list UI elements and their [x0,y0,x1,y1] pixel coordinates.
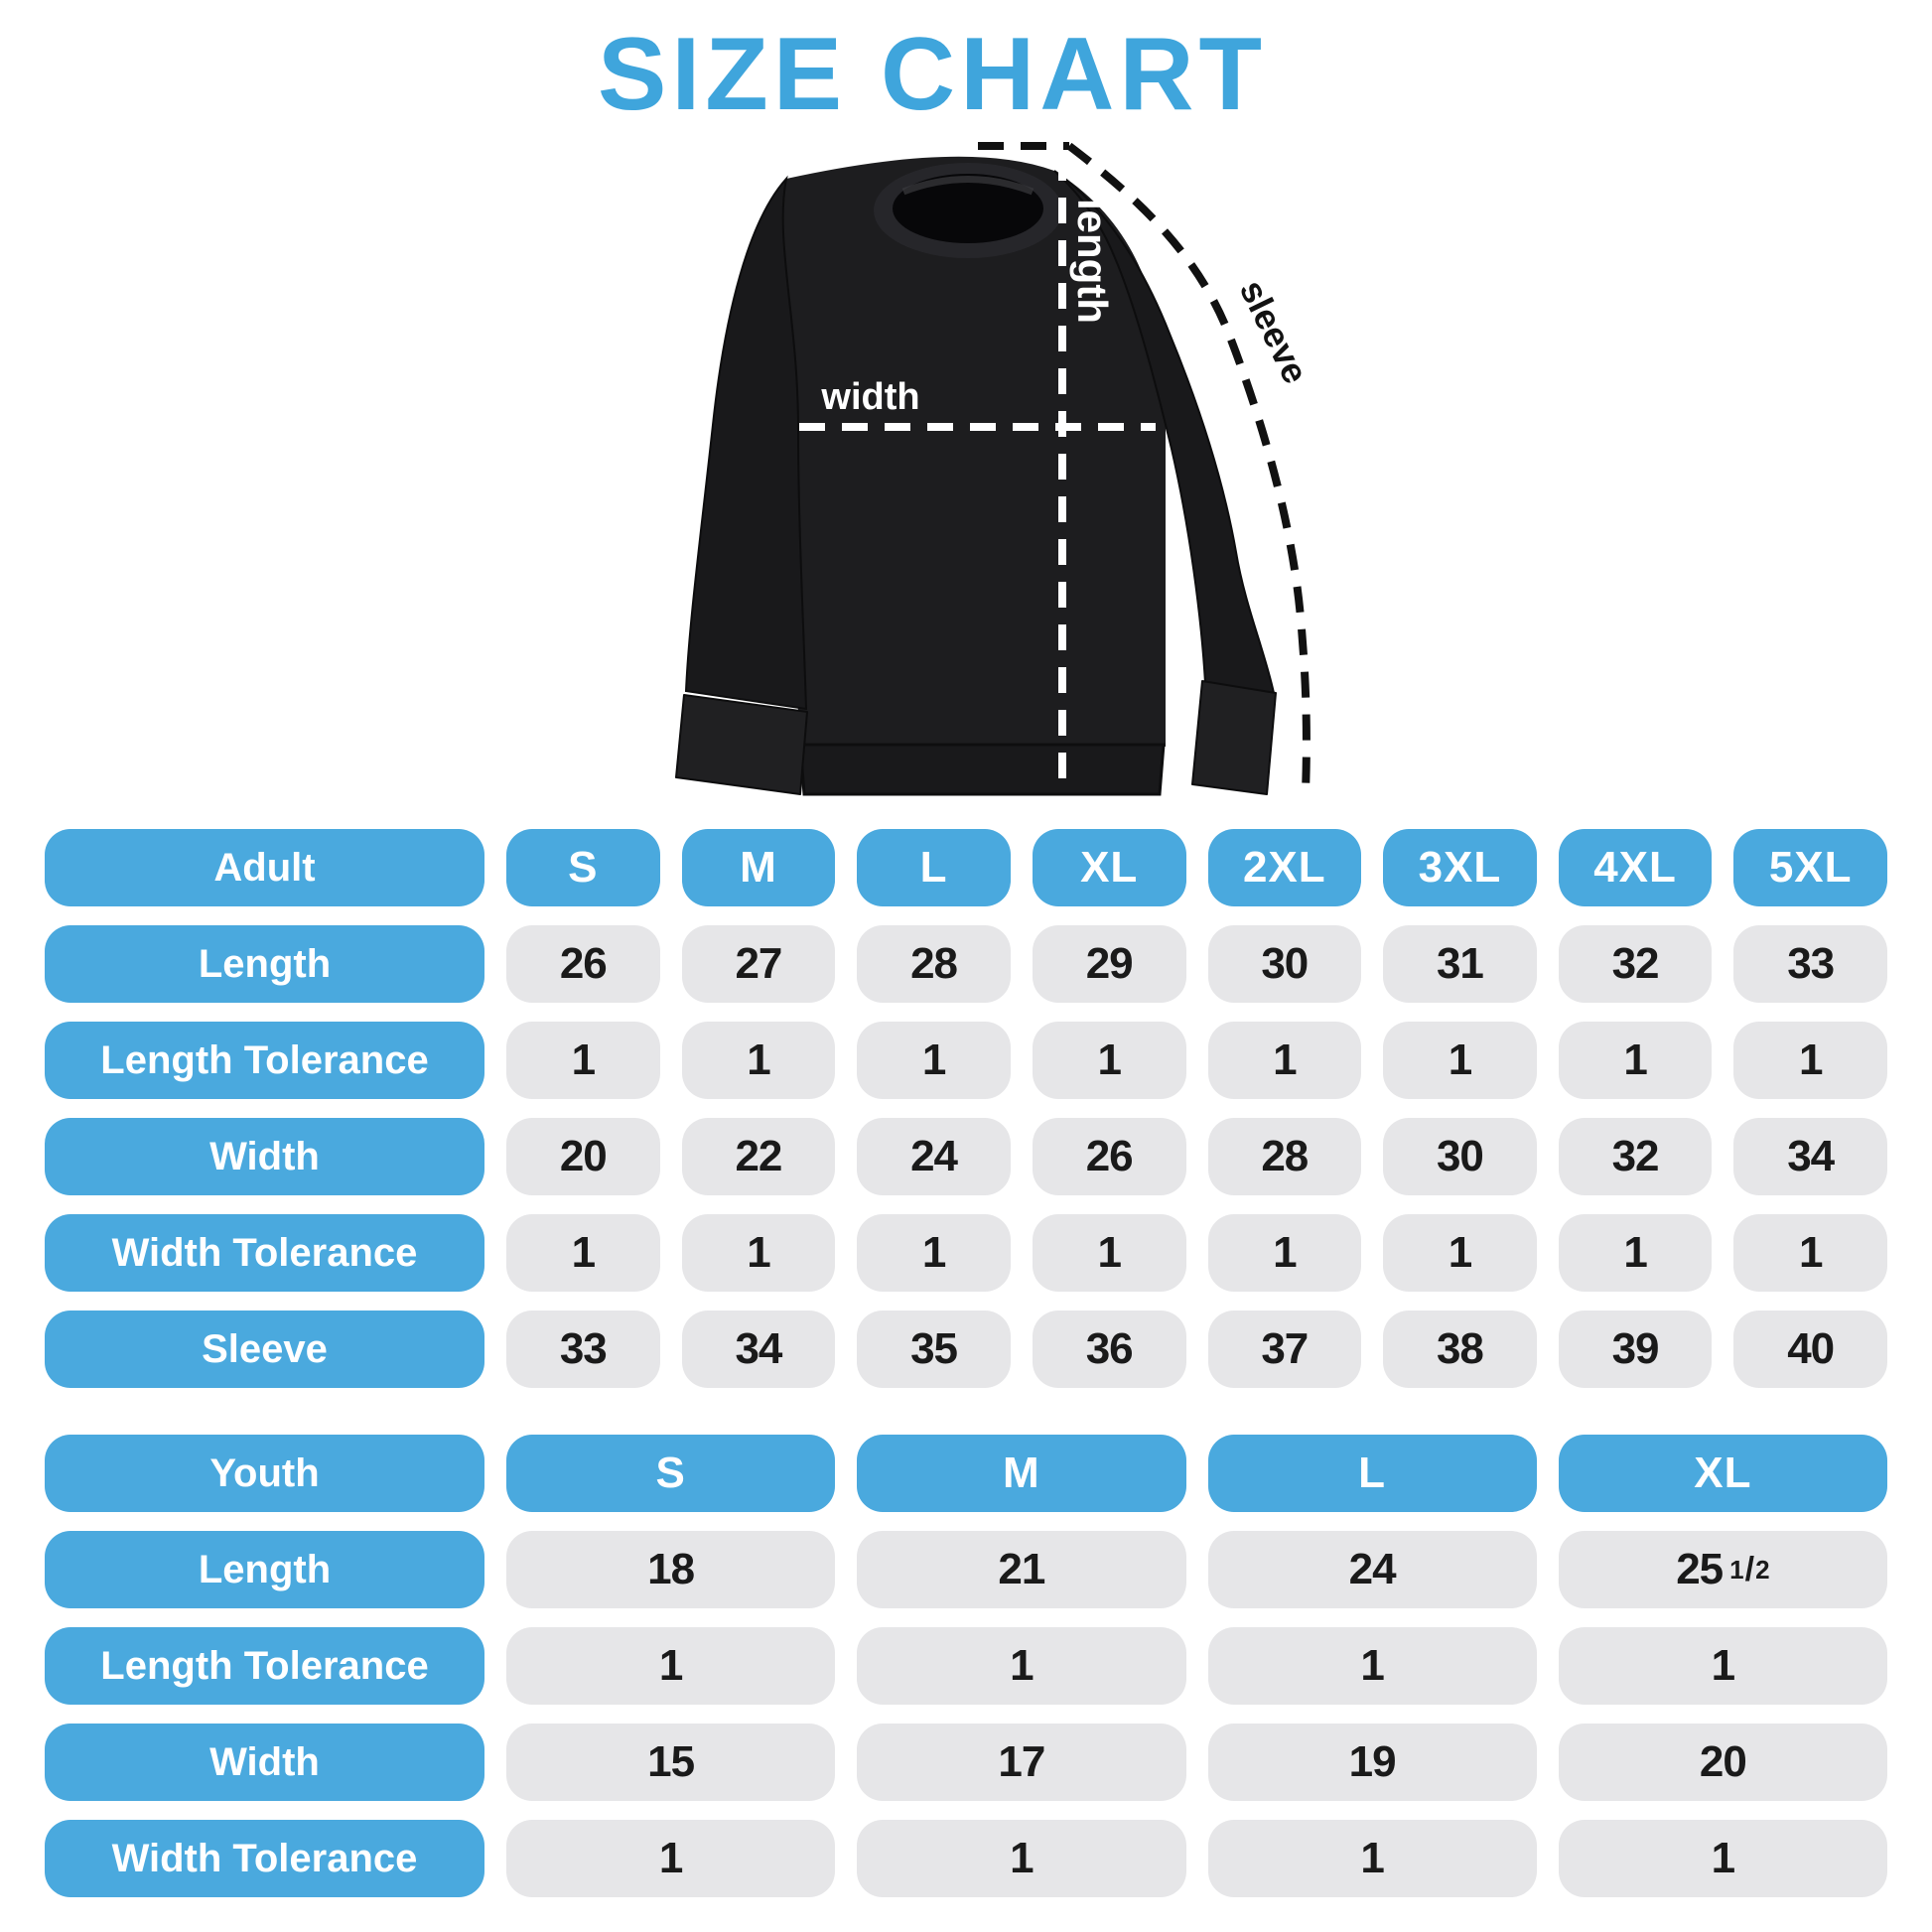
sweatshirt-body [773,156,1166,747]
size-header-pill: L [857,829,1011,906]
size-header-pill: XL [1558,1435,1887,1512]
size-header-pill: 4XL [1558,829,1713,906]
size-header-pill: S [506,1435,836,1512]
value-cell: 18 [506,1531,836,1608]
sleeve-label: sleeve [1232,274,1316,390]
size-header-pill: 5XL [1733,829,1887,906]
value-cell: 29 [1032,925,1186,1003]
left-sleeve [684,175,808,711]
value-cell: 21 [857,1531,1186,1608]
length-label: length [1069,199,1116,324]
row-header-pill: Sleeve [45,1311,484,1388]
value-cell: 1 [1558,1820,1887,1897]
value-cell: 1 [857,1022,1011,1099]
sweatshirt-diagram: width length sleeve [675,142,1316,796]
row-header-pill: Width [45,1118,484,1195]
hem-band [798,743,1166,796]
size-header-pill: 2XL [1207,829,1362,906]
value-cell: 1 [506,1627,836,1705]
value-cell: 40 [1733,1311,1887,1388]
value-cell: 19 [1207,1724,1537,1801]
value-cell: 34 [1733,1118,1887,1195]
value-cell: 1 [1032,1022,1186,1099]
row-header-pill: Length [45,925,484,1003]
row-header-pill: Width [45,1724,484,1801]
value-cell: 30 [1383,1118,1537,1195]
value-cell: 17 [857,1724,1186,1801]
value-cell: 24 [857,1118,1011,1195]
value-cell: 26 [506,925,660,1003]
value-cell: 31 [1383,925,1537,1003]
value-cell: 28 [1207,1118,1362,1195]
value-cell: 20 [506,1118,660,1195]
value-cell: 39 [1558,1311,1713,1388]
row-header-pill: Width Tolerance [45,1820,484,1897]
youth-size-table: Youth S M L XL Length 18 21 24 25 1/2 Length Tolera… [45,1435,1887,1897]
adult-size-table: Adult S M L XL 2XL 3XL 4XL 5XL Length 26 27 28 29 30 31… [45,829,1887,1388]
value-cell: 1 [681,1022,836,1099]
row-header-pill: Youth [45,1435,484,1512]
value-cell: 37 [1207,1311,1362,1388]
row-header-pill: Length Tolerance [45,1022,484,1099]
value-cell: 32 [1558,925,1713,1003]
value-cell: 1 [1558,1022,1713,1099]
value-cell: 22 [681,1118,836,1195]
right-cuff [1191,680,1277,795]
size-header-pill: 3XL [1383,829,1537,906]
value-cell: 1 [681,1214,836,1292]
sleeve-measure-line [1066,142,1311,792]
value-cell: 38 [1383,1311,1537,1388]
value-cell: 34 [681,1311,836,1388]
collar-opening [893,174,1043,243]
row-header-pill: Length [45,1531,484,1608]
page-title: SIZE CHART [598,17,1267,132]
value-cell: 1 [857,1214,1011,1292]
size-header-pill: M [681,829,836,906]
value-cell: 1 [1558,1214,1713,1292]
value-cell: 1 [857,1820,1186,1897]
value-cell: 30 [1207,925,1362,1003]
left-cuff [675,694,808,795]
value-cell: 1 [1558,1627,1887,1705]
value-cell: 26 [1032,1118,1186,1195]
row-header-pill: Adult [45,829,484,906]
value-cell: 1 [1383,1214,1537,1292]
value-cell: 1 [1207,1820,1537,1897]
value-cell: 1 [506,1820,836,1897]
row-header-pill: Length Tolerance [45,1627,484,1705]
value-cell: 32 [1558,1118,1713,1195]
value-cell: 28 [857,925,1011,1003]
collar-back-seam [901,176,1035,196]
width-label: width [820,376,919,418]
value-cell: 1 [1733,1214,1887,1292]
value-cell: 1 [1207,1627,1537,1705]
value-cell: 1 [506,1214,660,1292]
value-cell: 35 [857,1311,1011,1388]
value-cell: 1 [1733,1022,1887,1099]
value-cell: 33 [506,1311,660,1388]
size-header-pill: M [857,1435,1186,1512]
value-cell: 36 [1032,1311,1186,1388]
value-cell: 1 [506,1022,660,1099]
value-cell: 25 1/2 [1558,1531,1887,1608]
value-cell: 33 [1733,925,1887,1003]
size-header-pill: S [506,829,660,906]
value-cell: 27 [681,925,836,1003]
value-cell: 1 [1207,1022,1362,1099]
value-cell: 1 [1032,1214,1186,1292]
value-cell: 1 [1383,1022,1537,1099]
value-cell: 24 [1207,1531,1537,1608]
size-header-pill: L [1207,1435,1537,1512]
value-cell: 15 [506,1724,836,1801]
value-cell: 1 [857,1627,1186,1705]
value-cell: 1 [1207,1214,1362,1292]
row-header-pill: Width Tolerance [45,1214,484,1292]
size-header-pill: XL [1032,829,1186,906]
value-cell: 20 [1558,1724,1887,1801]
